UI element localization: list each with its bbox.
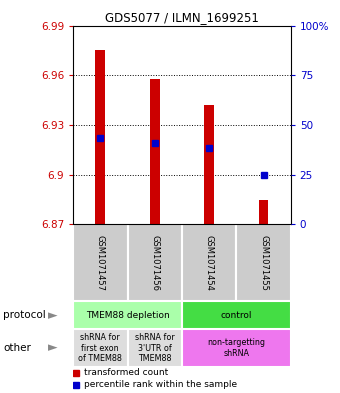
Bar (73, 224, 128, 301)
Bar (128, 329, 182, 367)
Bar (96, 50, 105, 224)
Bar (150, 79, 159, 224)
Text: ►: ► (48, 342, 57, 354)
Text: percentile rank within the sample: percentile rank within the sample (84, 380, 237, 389)
Text: TMEM88 depletion: TMEM88 depletion (86, 311, 169, 320)
Bar (128, 224, 182, 301)
Text: shRNA for
first exon
of TMEM88: shRNA for first exon of TMEM88 (78, 333, 122, 363)
Bar (182, 224, 236, 301)
Bar (182, 301, 291, 329)
Bar (182, 329, 291, 367)
Text: protocol: protocol (3, 310, 46, 320)
Text: ►: ► (48, 309, 57, 322)
Bar (73, 301, 182, 329)
Bar (73, 329, 128, 367)
Text: non-targetting
shRNA: non-targetting shRNA (207, 338, 265, 358)
Text: shRNA for
3'UTR of
TMEM88: shRNA for 3'UTR of TMEM88 (135, 333, 174, 363)
Text: GSM1071454: GSM1071454 (205, 235, 214, 291)
Bar (236, 224, 291, 301)
Text: other: other (3, 343, 31, 353)
Text: GSM1071457: GSM1071457 (96, 235, 105, 291)
Title: GDS5077 / ILMN_1699251: GDS5077 / ILMN_1699251 (105, 11, 259, 24)
Text: GSM1071455: GSM1071455 (259, 235, 268, 291)
Bar (259, 200, 268, 224)
Bar (204, 105, 214, 224)
Text: control: control (221, 311, 252, 320)
Text: transformed count: transformed count (84, 368, 168, 377)
Text: GSM1071456: GSM1071456 (150, 235, 159, 291)
